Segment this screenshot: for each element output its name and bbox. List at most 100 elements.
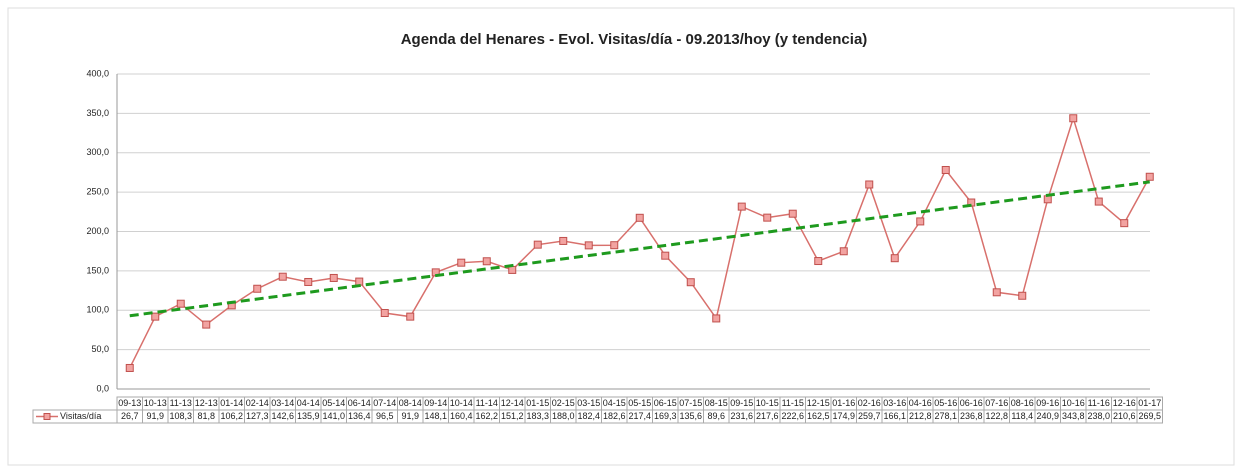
data-marker — [1120, 219, 1129, 228]
data-marker — [763, 213, 772, 222]
data-marker — [661, 251, 670, 260]
x-tick-label: 02-15 — [552, 398, 575, 408]
x-tick-label: 10-13 — [144, 398, 167, 408]
x-tick-label: 09-16 — [1036, 398, 1059, 408]
x-tick-label: 04-15 — [603, 398, 626, 408]
x-tick-label: 04-16 — [909, 398, 932, 408]
data-marker — [1145, 172, 1154, 181]
data-label: 141,0 — [322, 411, 345, 421]
x-tick-label: 09-14 — [424, 398, 447, 408]
data-label: 127,3 — [246, 411, 269, 421]
data-marker — [992, 288, 1001, 297]
x-tick-label: 11-16 — [1088, 398, 1110, 408]
data-label: 269,5 — [1138, 411, 1161, 421]
data-marker — [1069, 114, 1078, 123]
data-label: 217,4 — [628, 411, 651, 421]
x-tick-label: 03-15 — [577, 398, 600, 408]
x-tick-label: 06-16 — [960, 398, 983, 408]
data-marker — [508, 265, 517, 274]
data-label: 81,8 — [197, 411, 215, 421]
data-marker — [941, 165, 950, 174]
data-label: 160,4 — [450, 411, 473, 421]
data-marker — [916, 217, 925, 226]
legend-marker — [43, 413, 51, 420]
y-tick-label: 400,0 — [86, 68, 109, 78]
data-marker — [482, 257, 491, 266]
data-label: 238,0 — [1087, 411, 1110, 421]
x-tick-label: 11-14 — [476, 398, 498, 408]
data-label: 210,6 — [1113, 411, 1136, 421]
x-tick-label: 12-15 — [807, 398, 830, 408]
x-tick-label: 12-13 — [195, 398, 218, 408]
data-marker — [253, 284, 262, 293]
x-tick-label: 06-15 — [654, 398, 677, 408]
data-marker — [329, 273, 338, 282]
y-tick-label: 200,0 — [86, 226, 109, 236]
x-tick-label: 11-13 — [170, 398, 192, 408]
data-label: 166,1 — [883, 411, 906, 421]
data-marker — [533, 240, 542, 249]
x-tick-label: 01-14 — [220, 398, 243, 408]
data-marker — [890, 254, 899, 263]
data-label: 118,4 — [1011, 411, 1033, 421]
x-tick-label: 10-14 — [450, 398, 473, 408]
data-label: 162,2 — [475, 411, 498, 421]
data-label: 343,8 — [1062, 411, 1085, 421]
x-tick-label: 08-14 — [399, 398, 422, 408]
data-marker — [737, 202, 746, 211]
x-tick-label: 01-16 — [832, 398, 855, 408]
x-tick-label: 05-14 — [322, 398, 345, 408]
data-marker — [1043, 195, 1052, 204]
data-marker — [712, 314, 721, 323]
data-label: 162,5 — [807, 411, 830, 421]
data-label: 136,4 — [348, 411, 371, 421]
x-tick-label: 10-15 — [756, 398, 779, 408]
data-marker — [304, 277, 313, 286]
x-tick-label: 07-14 — [373, 398, 396, 408]
data-label: 135,6 — [679, 411, 702, 421]
y-tick-label: 0,0 — [96, 383, 109, 393]
data-marker — [355, 277, 364, 286]
data-label: 91,9 — [401, 411, 419, 421]
data-label: 91,9 — [146, 411, 164, 421]
data-marker — [1094, 197, 1103, 206]
data-marker — [278, 272, 287, 281]
data-label: 169,3 — [654, 411, 677, 421]
data-label: 148,1 — [424, 411, 447, 421]
x-tick-label: 10-16 — [1062, 398, 1085, 408]
y-tick-label: 250,0 — [86, 187, 109, 197]
chart-title: Agenda del Henares - Evol. Visitas/día -… — [401, 31, 868, 48]
data-label: 240,9 — [1036, 411, 1059, 421]
x-tick-label: 02-14 — [246, 398, 269, 408]
x-tick-label: 08-16 — [1011, 398, 1034, 408]
y-tick-label: 300,0 — [86, 147, 109, 157]
chart-frame — [7, 7, 1235, 466]
x-tick-label: 02-16 — [858, 398, 881, 408]
x-tick-label: 03-16 — [883, 398, 906, 408]
data-marker — [814, 257, 823, 266]
x-tick-label: 01-15 — [526, 398, 549, 408]
data-line — [129, 115, 1151, 369]
y-tick-label: 350,0 — [86, 108, 109, 118]
data-label: 259,7 — [858, 411, 881, 421]
legend-cell — [32, 409, 118, 424]
data-marker — [1018, 291, 1027, 300]
data-label: 135,9 — [297, 411, 320, 421]
x-tick-label: 01-17 — [1138, 398, 1161, 408]
x-tick-label: 12-16 — [1113, 398, 1136, 408]
legend-label: Visitas/día — [60, 411, 101, 421]
data-marker — [125, 363, 134, 372]
data-marker — [406, 312, 415, 321]
data-marker — [457, 258, 466, 267]
data-label: 217,6 — [756, 411, 779, 421]
data-marker — [635, 213, 644, 222]
y-tick-label: 50,0 — [91, 344, 109, 354]
data-marker — [380, 309, 389, 318]
data-label: 174,9 — [832, 411, 855, 421]
trendline — [129, 180, 1150, 318]
data-marker — [202, 320, 211, 329]
data-label: 142,6 — [271, 411, 294, 421]
x-tick-label: 04-14 — [297, 398, 320, 408]
x-tick-label: 03-14 — [271, 398, 294, 408]
x-tick-label: 09-15 — [730, 398, 753, 408]
